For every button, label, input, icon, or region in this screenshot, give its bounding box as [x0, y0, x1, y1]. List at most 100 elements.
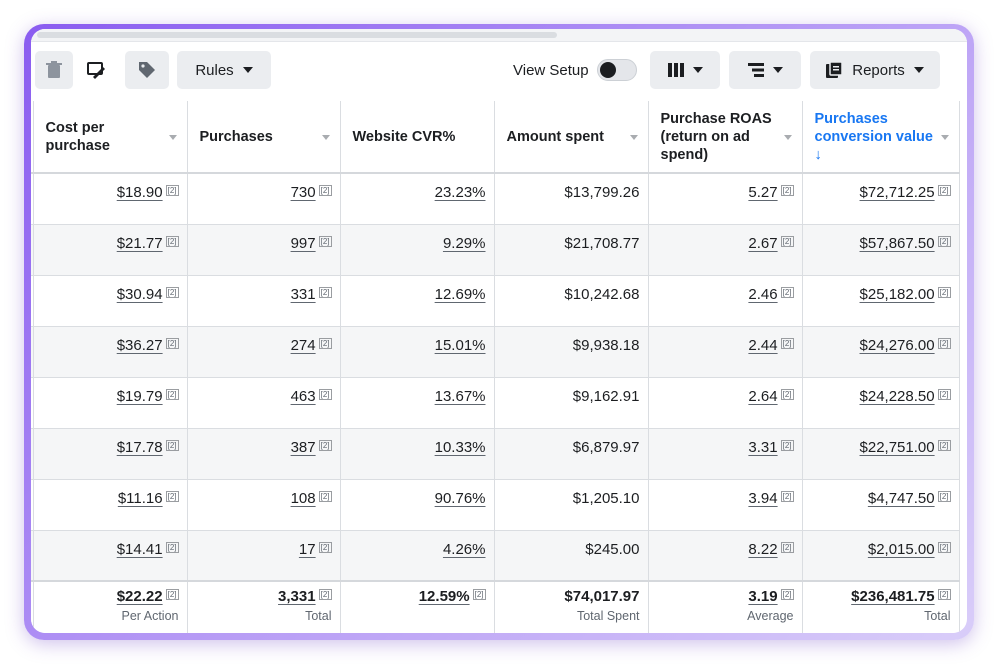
cell-value[interactable]: $2,015.00: [867, 540, 935, 558]
cell-value[interactable]: 387: [290, 439, 316, 456]
breakdown-dropdown[interactable]: [729, 51, 801, 89]
cell-purchases: 274 [2]: [187, 326, 341, 378]
rules-dropdown[interactable]: Rules: [177, 51, 271, 89]
delete-button[interactable]: [35, 51, 73, 89]
cell-value[interactable]: $4,747.50: [867, 490, 935, 507]
cell-value[interactable]: $72,712.25: [859, 184, 935, 202]
reference-mark: [2]: [937, 541, 951, 553]
table-row: $18.90 [2] 730 [2] 23.23% $13,799.26 5.27 [2] $7…: [31, 173, 960, 225]
sort-caret-icon[interactable]: [168, 135, 177, 140]
cell-value[interactable]: $245.00: [585, 540, 640, 558]
tag-button[interactable]: [125, 51, 169, 89]
cell-value[interactable]: 108: [290, 490, 316, 507]
cell-value[interactable]: 5.27: [748, 184, 778, 202]
total-value: 3.19: [748, 588, 778, 605]
cell-value[interactable]: 2.67: [748, 235, 778, 252]
cell-value[interactable]: 3.94: [748, 490, 778, 507]
cell-value[interactable]: $14.41: [116, 540, 163, 558]
cell-value[interactable]: $18.90: [116, 184, 163, 202]
reference-mark: [2]: [937, 287, 951, 298]
view-setup[interactable]: View Setup: [513, 51, 637, 89]
duplicate-edit-button[interactable]: [77, 51, 117, 89]
total-amount-spent: $74,017.97 Total Spent: [494, 580, 649, 633]
reference-mark: [2]: [165, 287, 179, 298]
cell-value[interactable]: 4.26%: [442, 540, 486, 558]
cell-value[interactable]: 730: [290, 184, 316, 202]
cell-value[interactable]: $24,228.50: [859, 388, 935, 405]
cell-website-cvr: 13.67%: [340, 377, 495, 429]
header-cost-per-purchase[interactable]: Cost per purchase: [33, 101, 188, 174]
cell-value[interactable]: 2.64: [748, 388, 778, 405]
reports-dropdown[interactable]: Reports: [810, 51, 940, 89]
view-setup-toggle[interactable]: [596, 59, 637, 81]
chevron-down-icon: [913, 67, 924, 73]
cell-value[interactable]: 90.76%: [434, 490, 486, 507]
cell-value[interactable]: 15.01%: [434, 337, 486, 354]
table-row: $14.41 [2] 17 [2] 4.26% $245.00 8.22 [2] $2,015.…: [31, 530, 960, 582]
scrollbar-thumb[interactable]: [37, 32, 557, 38]
horizontal-scrollbar[interactable]: [31, 29, 967, 42]
table-row: $36.27 [2] 274 [2] 15.01% $9,938.18 2.44 [2] $24…: [31, 326, 960, 378]
cell-value[interactable]: 8.22: [748, 540, 778, 558]
cell-value[interactable]: $13,799.26: [564, 184, 640, 202]
cell-value[interactable]: $19.79: [116, 388, 163, 405]
header-amount-spent[interactable]: Amount spent: [494, 101, 649, 174]
cell-value[interactable]: 23.23%: [434, 184, 486, 202]
reference-mark: [2]: [937, 185, 951, 197]
cell-value[interactable]: 13.67%: [434, 388, 486, 405]
cell-value[interactable]: $17.78: [116, 439, 163, 456]
cell-value[interactable]: $6,879.97: [572, 439, 640, 456]
cell-purchases: 108 [2]: [187, 479, 341, 531]
cell-value[interactable]: 3.31: [748, 439, 778, 456]
results-table: Cost per purchase Purchases Website CVR%…: [31, 101, 960, 633]
header-purchase-roas[interactable]: Purchase ROAS (return on ad spend): [648, 101, 803, 174]
row-spacer: [31, 479, 34, 531]
cell-value[interactable]: $24,276.00: [859, 337, 935, 354]
reference-mark: [2]: [318, 185, 332, 197]
cell-website-cvr: 10.33%: [340, 428, 495, 480]
total-conversion-value: $236,481.75 [2] Total: [802, 580, 960, 633]
cell-value[interactable]: $22,751.00: [859, 439, 935, 456]
sort-caret-icon[interactable]: [940, 135, 949, 140]
cell-cost-per-purchase: $36.27 [2]: [33, 326, 188, 378]
cell-value[interactable]: $1,205.10: [572, 490, 640, 507]
cell-value[interactable]: $9,938.18: [572, 337, 640, 354]
cell-value[interactable]: 9.29%: [442, 235, 486, 252]
reference-mark: [2]: [780, 389, 794, 400]
row-spacer: [31, 224, 34, 276]
cell-value[interactable]: $9,162.91: [572, 388, 640, 405]
cell-value[interactable]: 463: [290, 388, 316, 405]
sort-caret-icon[interactable]: [321, 135, 330, 140]
cell-cost-per-purchase: $17.78 [2]: [33, 428, 188, 480]
cell-value[interactable]: 17: [298, 540, 316, 558]
reference-mark: [2]: [937, 440, 951, 451]
cell-value[interactable]: $30.94: [116, 286, 163, 303]
cell-value[interactable]: $36.27: [116, 337, 163, 354]
cell-value[interactable]: 2.46: [748, 286, 778, 303]
table-header-row: Cost per purchase Purchases Website CVR%…: [31, 101, 960, 174]
cell-value[interactable]: 12.69%: [434, 286, 486, 303]
cell-value[interactable]: $10,242.68: [564, 286, 640, 303]
columns-dropdown[interactable]: [650, 51, 720, 89]
cell-value[interactable]: $25,182.00: [859, 286, 935, 303]
cell-value[interactable]: $21,708.77: [564, 235, 640, 252]
totals-row: $22.22 [2] Per Action 3,331 [2] Total 12.59% [2…: [31, 580, 960, 633]
cell-purchase-roas: 3.31 [2]: [648, 428, 803, 480]
cell-value[interactable]: $57,867.50: [859, 235, 935, 252]
chevron-down-icon: [692, 67, 703, 73]
cell-value[interactable]: 10.33%: [434, 439, 486, 456]
total-value: $74,017.97: [564, 588, 640, 605]
header-website-cvr[interactable]: Website CVR%: [340, 101, 495, 174]
header-purchases-conversion-value[interactable]: Purchases conversion value ↓: [802, 101, 960, 174]
cell-value[interactable]: $11.16: [117, 490, 163, 507]
cell-value[interactable]: $21.77: [116, 235, 163, 252]
cell-value[interactable]: 331: [290, 286, 316, 303]
cell-value[interactable]: 274: [290, 337, 316, 354]
reference-mark: [2]: [937, 491, 951, 502]
sort-caret-icon[interactable]: [783, 135, 792, 140]
cell-value[interactable]: 997: [290, 235, 316, 252]
header-purchases[interactable]: Purchases: [187, 101, 341, 174]
cell-value[interactable]: 2.44: [748, 337, 778, 354]
sort-caret-icon[interactable]: [629, 135, 638, 140]
cell-amount-spent: $9,162.91: [494, 377, 649, 429]
